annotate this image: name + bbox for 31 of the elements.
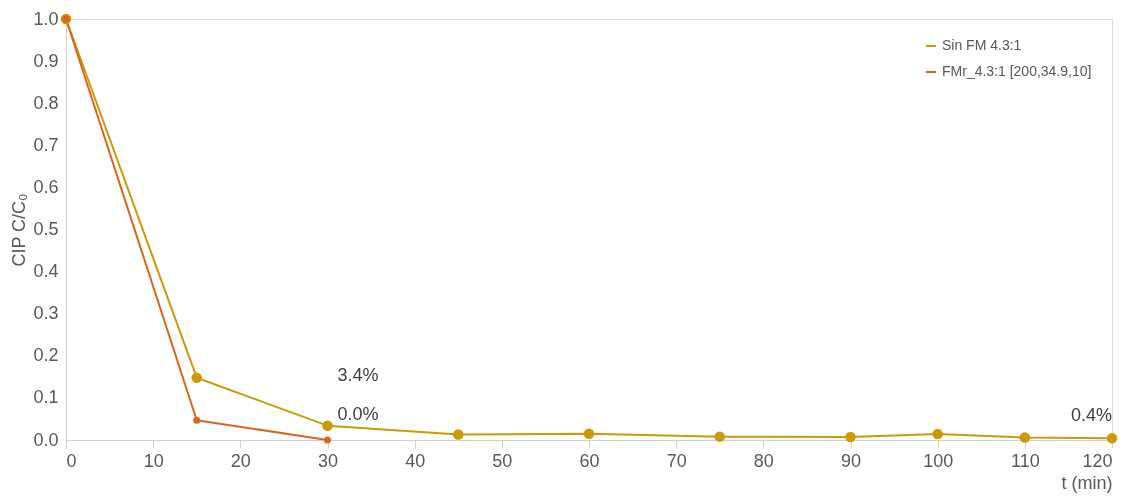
y-tick-label: 0.2 bbox=[33, 345, 59, 366]
y-tick-label: 0.7 bbox=[33, 134, 59, 155]
y-tick-label: 0.1 bbox=[33, 387, 59, 408]
x-axis-title: t (min) bbox=[1061, 472, 1113, 493]
x-tick-label: 60 bbox=[579, 450, 600, 471]
x-tick-label: 80 bbox=[753, 450, 774, 471]
y-axis-title: CIP C/C₀ bbox=[9, 193, 30, 267]
x-tick-label: 10 bbox=[143, 450, 164, 471]
data-label: 0.4% bbox=[1070, 405, 1112, 426]
y-tick-label: 0.4 bbox=[33, 261, 59, 282]
legend-label: Sin FM 4.3:1 bbox=[942, 37, 1022, 53]
x-tick-label: 100 bbox=[923, 450, 954, 471]
legend-label: FMr_4.3:1 [200,34.9,10] bbox=[942, 63, 1092, 79]
y-tick-label: 0.9 bbox=[33, 50, 59, 71]
x-tick-label: 30 bbox=[317, 450, 339, 471]
y-tick-label: 0.5 bbox=[33, 219, 59, 239]
y-tick-label: 0.8 bbox=[33, 92, 59, 113]
y-tick-label: 1.0 bbox=[33, 8, 59, 29]
y-tick-label: 0.3 bbox=[33, 303, 59, 324]
x-tick-label: 70 bbox=[666, 450, 687, 471]
data-label: 0.0% bbox=[337, 404, 379, 424]
y-tick-label: 0.0 bbox=[33, 429, 59, 450]
data-label: 3.4% bbox=[337, 364, 379, 385]
x-tick-label: 90 bbox=[840, 450, 862, 471]
x-tick-label: 120 bbox=[1082, 450, 1113, 471]
x-tick-label: 110 bbox=[1010, 450, 1040, 471]
x-tick-label: 0 bbox=[66, 450, 77, 471]
x-tick-label: 20 bbox=[230, 450, 251, 471]
x-tick-label: 40 bbox=[405, 450, 426, 471]
y-tick-label: 0.6 bbox=[33, 176, 59, 197]
x-tick-label: 50 bbox=[492, 450, 513, 471]
